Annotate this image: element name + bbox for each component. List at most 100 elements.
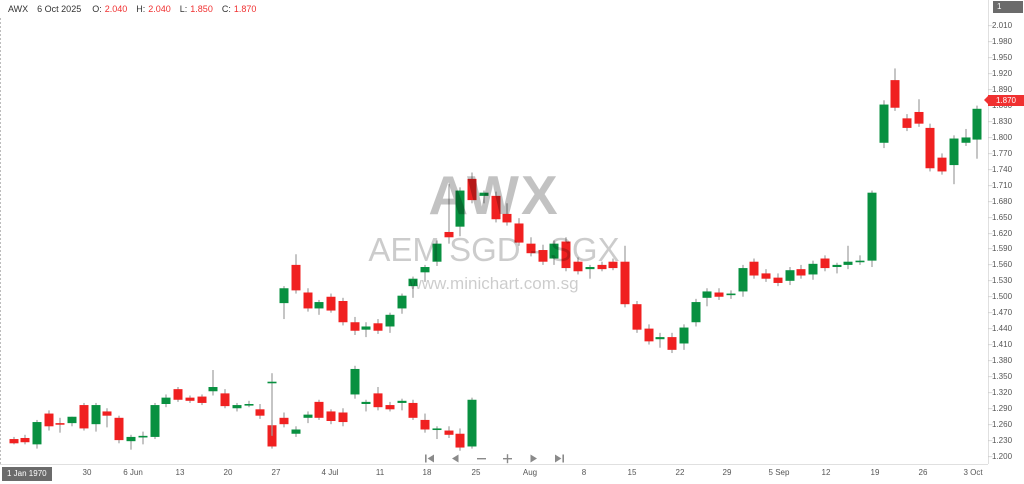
price-tick-label: 1.470 <box>992 308 1013 318</box>
price-tick: –1.440 <box>988 323 1024 334</box>
price-tick-dash: – <box>988 69 993 79</box>
candlestick <box>338 297 348 326</box>
candlestick-series <box>9 68 982 451</box>
plot-left-edge <box>0 18 1 464</box>
price-tick: –1.230 <box>988 435 1024 446</box>
price-tick-label: 1.710 <box>992 180 1013 190</box>
price-tick-dash: – <box>988 21 993 31</box>
candle-body <box>937 157 947 172</box>
candle-body <box>408 278 418 287</box>
candle-body <box>385 314 395 327</box>
price-tick: –1.380 <box>988 355 1024 366</box>
go-to-last-button[interactable] <box>553 452 566 465</box>
price-axis[interactable]: 1 1.870 –2.010 –1.980 –1.950 –1.920 –1.890 –1… <box>984 0 1024 464</box>
high-group: H: 2.040 <box>136 4 171 14</box>
time-tick-label: 8 <box>581 468 587 477</box>
candlestick <box>385 401 395 412</box>
candle-body <box>291 264 301 291</box>
time-tick-label: Aug <box>522 468 538 477</box>
candle-body <box>549 243 559 259</box>
price-tick-dash: – <box>988 387 993 397</box>
price-tick-dash: – <box>988 53 993 63</box>
time-tick-label: 19 <box>870 468 880 477</box>
current-price-badge: 1.870 <box>984 94 1024 106</box>
price-tick-label: 1.350 <box>992 371 1013 381</box>
candlestick <box>455 187 465 237</box>
candle-wick <box>365 322 367 338</box>
candle-body <box>820 258 830 269</box>
candlestick <box>820 255 830 272</box>
step-forward-button[interactable] <box>527 452 540 465</box>
chart-nav-toolbar <box>0 450 988 466</box>
candle-body <box>879 104 889 143</box>
candle-body <box>420 267 430 273</box>
price-tick: –1.260 <box>988 419 1024 430</box>
zoom-out-button[interactable] <box>475 452 488 465</box>
candle-body <box>9 439 19 444</box>
candlestick <box>303 411 313 424</box>
candlestick <box>91 402 101 432</box>
candlestick <box>9 436 19 445</box>
candlestick <box>702 288 712 307</box>
price-tick-dash: – <box>988 419 993 429</box>
scale-badge[interactable]: 1 <box>993 1 1023 13</box>
price-tick: –1.740 <box>988 164 1024 175</box>
step-back-button[interactable] <box>449 452 462 465</box>
time-tick-label: 30 <box>82 468 92 477</box>
time-tick-label: 5 Sep <box>768 468 790 477</box>
zoom-in-button[interactable] <box>501 452 514 465</box>
close-value: 1.870 <box>233 4 257 14</box>
candle-body <box>338 412 348 423</box>
high-key: H: <box>136 4 146 14</box>
time-tick-label: 11 <box>375 468 385 477</box>
price-tick: –1.350 <box>988 371 1024 382</box>
candle-body <box>867 192 877 261</box>
price-tick-dash: – <box>988 451 993 461</box>
time-cursor-badge: 1 Jan 1970 <box>2 467 52 481</box>
candle-body <box>444 231 454 238</box>
candlestick <box>291 426 301 437</box>
candle-body <box>925 127 935 169</box>
go-to-first-button[interactable] <box>423 452 436 465</box>
candlestick <box>949 135 959 185</box>
price-tick-dash: – <box>988 340 993 350</box>
candlestick <box>173 387 183 402</box>
candlestick <box>20 434 30 445</box>
candlestick <box>914 99 924 127</box>
candlestick <box>644 324 654 345</box>
candle-body <box>385 405 395 410</box>
price-tick-label: 1.650 <box>992 212 1013 222</box>
time-tick-label: 6 Jun <box>123 468 143 477</box>
price-tick: –1.800 <box>988 132 1024 143</box>
candle-wick <box>106 408 108 428</box>
price-tick-label: 1.770 <box>992 148 1013 158</box>
candlestick <box>55 417 65 433</box>
candlestick <box>655 332 665 348</box>
candle-wick <box>142 431 144 445</box>
candle-body <box>20 437 30 443</box>
candlestick <box>338 408 348 427</box>
price-tick-dash: – <box>988 244 993 254</box>
candlestick <box>479 190 489 204</box>
candlestick <box>397 398 407 411</box>
price-tick-label: 1.920 <box>992 69 1013 79</box>
candlestick <box>585 264 595 279</box>
price-tick-label: 1.530 <box>992 276 1013 286</box>
candle-body <box>432 243 442 262</box>
price-tick-label: 1.410 <box>992 340 1013 350</box>
candle-body <box>467 178 477 201</box>
candle-body <box>538 250 548 262</box>
candlestick <box>738 264 748 297</box>
candle-body <box>67 416 77 424</box>
candlestick <box>726 290 736 299</box>
candle-body <box>338 301 348 323</box>
candle-body <box>655 337 665 340</box>
candlestick <box>843 245 853 270</box>
candlestick <box>667 332 677 354</box>
chart-plot-area[interactable]: AWX AEM SGD - SGX www.minichart.com.sg <box>0 18 988 464</box>
price-tick: –1.470 <box>988 307 1024 318</box>
candlestick <box>561 237 571 272</box>
candlestick <box>832 262 842 274</box>
price-tick-dash: – <box>988 132 993 142</box>
